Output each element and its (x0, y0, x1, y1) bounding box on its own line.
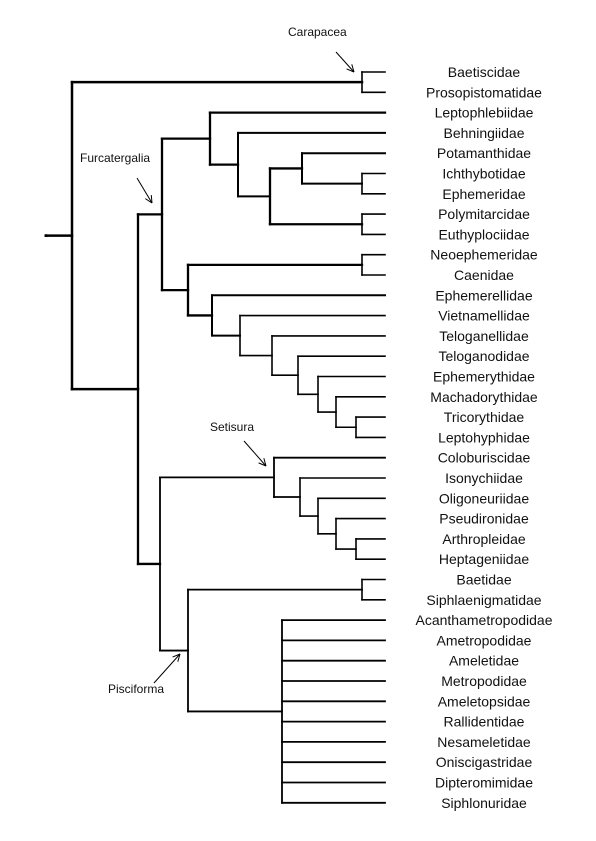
taxon-label: Acanthametropodidae (416, 612, 553, 628)
taxon-label: Heptageniidae (439, 551, 530, 567)
taxon-label: Teloganellidae (439, 328, 529, 344)
taxon-label: Nesameletidae (437, 734, 531, 750)
taxon-label: Leptohyphidae (438, 429, 530, 445)
taxon-label: Ichthybotidae (442, 166, 525, 182)
clade-label-furcatergalia: Furcatergalia (80, 151, 150, 165)
clade-arrows (136, 51, 355, 684)
taxon-label: Teloganodidae (438, 348, 529, 364)
taxon-label: Ameletopsidae (438, 693, 531, 709)
taxon-label: Vietnamellidae (438, 308, 530, 324)
taxon-label: Metropodidae (441, 673, 527, 689)
taxon-label: Pseudironidae (439, 511, 529, 527)
taxon-label: Ameletidae (449, 653, 519, 669)
taxon-label: Baetiscidae (448, 64, 521, 80)
taxon-label: Isonychiidae (445, 470, 523, 486)
taxon-labels: Baetiscidae Prosopistomatidae Leptophlebii… (416, 64, 553, 811)
taxon-label: Oniscigastridae (436, 754, 533, 770)
taxon-label: Ephemeridae (442, 186, 525, 202)
taxon-label: Rallidentidae (444, 714, 525, 730)
clade-label-carapacea: Carapacea (288, 25, 347, 39)
clade-label-setisura: Setisura (210, 420, 254, 434)
taxon-label: Dipteromimidae (435, 775, 533, 791)
taxon-label: Siphlonuridae (441, 795, 527, 811)
taxon-label: Ametropodidae (437, 632, 532, 648)
taxon-label: Siphlaenigmatidae (426, 592, 541, 608)
setisura-arrow (243, 440, 267, 467)
taxon-label: Prosopistomatidae (426, 84, 542, 100)
taxon-label: Potamanthidae (437, 145, 531, 161)
taxon-label: Coloburiscidae (438, 450, 531, 466)
taxon-label: Euthyplociidae (438, 226, 529, 242)
taxon-label: Polymitarcidae (438, 206, 530, 222)
taxon-label: Arthropleidae (442, 531, 525, 547)
pisciforma-arrow (153, 653, 181, 684)
taxon-label: Baetidae (456, 572, 511, 588)
clade-label-pisciforma: Pisciforma (108, 682, 164, 696)
taxon-label: Oligoneuriidae (439, 490, 529, 506)
taxon-label: Ephemerythidae (433, 369, 535, 385)
taxon-label: Caenidae (454, 267, 514, 283)
carapacea-arrow (335, 51, 355, 73)
taxon-label: Behningiidae (444, 125, 525, 141)
taxon-label: Ephemerellidae (435, 287, 532, 303)
clade-labels: Carapacea Furcatergalia Setisura Piscifo… (80, 25, 347, 696)
tree-branches (44, 71, 387, 804)
taxon-label: Leptophlebiidae (435, 105, 534, 121)
furcatergalia-arrow (136, 177, 153, 204)
taxon-label: Machadorythidae (430, 389, 538, 405)
taxon-label: Neoephemeridae (430, 247, 538, 263)
taxon-label: Tricorythidae (444, 409, 525, 425)
